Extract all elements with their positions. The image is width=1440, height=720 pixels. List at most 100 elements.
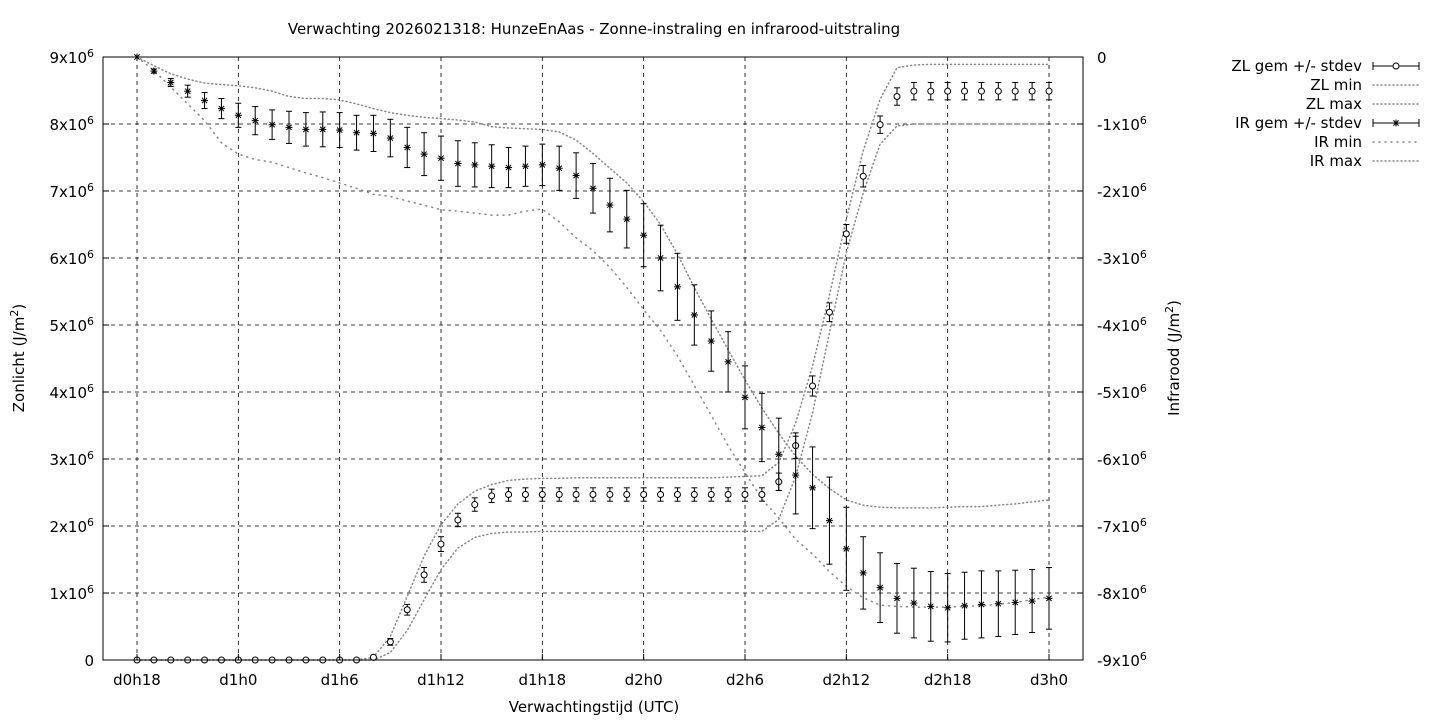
ir-mean-point-stroke [961, 602, 968, 609]
y2-tick-label: 0 [1097, 49, 1107, 67]
x-tick-label: d1h12 [417, 671, 465, 689]
ir-mean-point-stroke [725, 358, 732, 365]
legend-label: IR min [1314, 133, 1362, 151]
ir-mean-point [285, 123, 293, 131]
zl-mean-point [673, 491, 681, 499]
ir-min-curve [136, 56, 1050, 608]
ir-mean-point-stroke [218, 105, 225, 112]
y2-axis-label: Infrarood (J/m2) [1163, 300, 1183, 416]
zl-mean-point [471, 501, 479, 509]
ir-mean-point [809, 484, 817, 492]
x-tick-label: d0h18 [113, 671, 161, 689]
y2-tick-label: -3x106 [1097, 248, 1147, 268]
ir-mean-point [741, 393, 749, 401]
zl-mean-point [1045, 87, 1053, 95]
legend-swatch-marker [1392, 62, 1400, 70]
zl-mean-point [555, 491, 563, 499]
ir-mean-point-stroke [944, 604, 951, 611]
ir-mean-point [555, 164, 563, 172]
min-max-curves [136, 56, 1050, 661]
axis-ticks: d0h18 d1h0 d1h6 d1h12 d1h18 d2h0 d2h6 d2h12 d2h1… [49, 47, 1146, 689]
ir-mean-point-stroke [894, 595, 900, 602]
ir-mean-point [336, 126, 344, 134]
ir-mean-point-stroke [404, 144, 411, 151]
ir-mean-point-stroke [269, 121, 276, 128]
grid-lines [103, 56, 1083, 661]
ir-mean-point [353, 129, 361, 137]
ir-mean-point-stroke [150, 68, 157, 75]
ir-mean-point [150, 67, 158, 75]
ir-mean-point-stroke [691, 311, 698, 318]
zl-mean-point [538, 491, 546, 499]
ir-mean-point-stroke [387, 135, 394, 142]
zl-mean-point [454, 516, 462, 524]
ir-mean-point [251, 117, 259, 125]
ir-mean-point [859, 569, 867, 577]
ir-mean-point [420, 150, 428, 158]
ir-mean-point-stroke [623, 216, 630, 223]
zl-mean-point [1011, 87, 1019, 95]
ir-mean-point [758, 424, 766, 432]
y2-tick-label: -5x106 [1097, 382, 1147, 402]
ir-mean-point-stroke [302, 126, 309, 133]
ir-mean-point-stroke [370, 130, 377, 137]
ir-mean-point-stroke [252, 117, 259, 124]
plot-frame [102, 56, 1084, 661]
ir-mean-point-stroke [353, 129, 360, 136]
ir-mean-point [657, 254, 665, 262]
zl-mean-point [488, 492, 496, 500]
zl-mean-point [369, 653, 377, 661]
y-tick-label: 4x106 [49, 382, 94, 402]
ir-mean-point [538, 161, 546, 169]
ir-mean-point-stroke [775, 451, 782, 458]
y-tick-label: 6x106 [49, 248, 94, 268]
zl-mean-point [623, 491, 631, 499]
ir-mean-point-stroke [421, 151, 428, 158]
legend-label: ZL gem +/- stdev [1231, 57, 1362, 75]
zl-mean-point [657, 491, 665, 499]
ir-mean-point-stroke [235, 112, 242, 119]
ir-mean-point-stroke [640, 232, 647, 239]
chart-title: Verwachting 2026021318: HunzeEnAas - Zon… [288, 20, 900, 38]
ir-mean-point-stroke [488, 163, 495, 170]
ir-mean-point-stroke [995, 600, 1002, 607]
ir-mean-point-stroke [184, 88, 191, 95]
x-tick-label: d1h6 [321, 671, 359, 689]
zl-mean-point [758, 491, 766, 499]
ir-mean-point [454, 160, 462, 168]
ir-mean-point [876, 584, 884, 592]
x-axis-label: Verwachtingstijd (UTC) [509, 698, 680, 716]
ir-mean-point [437, 154, 445, 162]
zl-mean-point [572, 491, 580, 499]
ir-mean-point [319, 125, 327, 133]
ir-mean-point-stroke [522, 163, 529, 170]
ir-mean-point [724, 358, 732, 366]
ir-mean-point-stroke [843, 545, 850, 552]
ir-mean-point-stroke [606, 202, 613, 209]
zl-mean-point [505, 491, 513, 499]
ir-mean-point [488, 162, 496, 170]
ir-mean-point-stroke [471, 161, 478, 168]
ir-mean-point [910, 599, 918, 607]
zl-mean-point [521, 491, 529, 499]
ir-mean-point-stroke [556, 165, 563, 172]
y2-tick-label: -2x106 [1097, 181, 1147, 201]
y-tick-label: 5x106 [49, 315, 94, 335]
ir-mean-point-stroke [910, 600, 917, 607]
zl-mean-point [437, 540, 445, 548]
ir-mean-point [1028, 597, 1036, 605]
ir-mean-point [944, 604, 952, 612]
zl-mean-point [825, 308, 833, 316]
zl-mean-point [842, 230, 850, 238]
ir-mean-point [302, 125, 310, 133]
y2-tick-label: -8x106 [1097, 583, 1147, 603]
zl-mean-point [859, 172, 867, 180]
zl-mean-point [961, 87, 969, 95]
zl-mean-point [589, 491, 597, 499]
ir-mean-point [775, 450, 783, 458]
x-tick-label: d2h0 [625, 671, 663, 689]
ir-mean-point-stroke [286, 124, 292, 131]
ir-mean-point-stroke [539, 161, 546, 168]
ir-mean-point [167, 78, 175, 86]
